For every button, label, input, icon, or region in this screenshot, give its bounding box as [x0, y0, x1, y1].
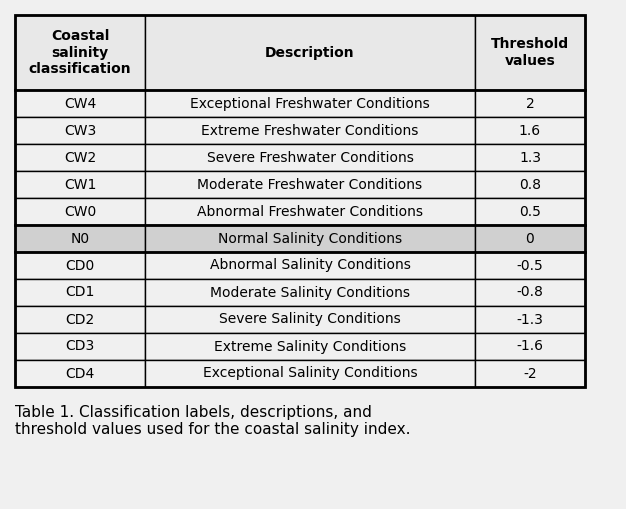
Bar — [475, 171, 585, 198]
Text: Severe Salinity Conditions: Severe Salinity Conditions — [219, 313, 401, 326]
Bar — [145, 90, 475, 117]
Text: N0: N0 — [71, 232, 90, 245]
Text: Abnormal Freshwater Conditions: Abnormal Freshwater Conditions — [197, 205, 423, 218]
Bar — [145, 171, 475, 198]
Text: Table 1. Classification labels, descriptions, and
threshold values used for the : Table 1. Classification labels, descript… — [15, 405, 411, 437]
Bar — [475, 144, 585, 171]
Bar — [15, 360, 145, 387]
Bar — [475, 333, 585, 360]
Text: Description: Description — [265, 45, 355, 60]
Text: CD3: CD3 — [65, 340, 95, 353]
Text: -0.5: -0.5 — [516, 259, 543, 272]
Bar — [15, 171, 145, 198]
Bar — [475, 225, 585, 252]
Text: Exceptional Freshwater Conditions: Exceptional Freshwater Conditions — [190, 97, 430, 110]
Bar — [15, 333, 145, 360]
Text: CW4: CW4 — [64, 97, 96, 110]
Text: Exceptional Salinity Conditions: Exceptional Salinity Conditions — [203, 366, 418, 381]
Text: CW1: CW1 — [64, 178, 96, 191]
Bar — [145, 117, 475, 144]
Bar — [145, 360, 475, 387]
Bar — [475, 198, 585, 225]
Text: CD1: CD1 — [65, 286, 95, 299]
Text: Severe Freshwater Conditions: Severe Freshwater Conditions — [207, 151, 413, 164]
Bar — [15, 225, 145, 252]
Bar — [475, 252, 585, 279]
Bar — [145, 15, 475, 90]
Bar — [475, 360, 585, 387]
Text: Normal Salinity Conditions: Normal Salinity Conditions — [218, 232, 402, 245]
Text: CW2: CW2 — [64, 151, 96, 164]
Text: Abnormal Salinity Conditions: Abnormal Salinity Conditions — [210, 259, 411, 272]
Bar — [15, 15, 585, 387]
Text: CD2: CD2 — [65, 313, 95, 326]
Bar — [15, 306, 145, 333]
Text: -2: -2 — [523, 366, 537, 381]
Text: Moderate Freshwater Conditions: Moderate Freshwater Conditions — [197, 178, 423, 191]
Text: Extreme Freshwater Conditions: Extreme Freshwater Conditions — [202, 124, 419, 137]
Bar — [475, 279, 585, 306]
Text: 1.6: 1.6 — [519, 124, 541, 137]
Text: -0.8: -0.8 — [516, 286, 543, 299]
Bar — [475, 306, 585, 333]
Bar — [145, 306, 475, 333]
Bar — [15, 198, 145, 225]
Text: 0: 0 — [526, 232, 535, 245]
Text: 2: 2 — [526, 97, 535, 110]
Text: 0.8: 0.8 — [519, 178, 541, 191]
Bar — [145, 252, 475, 279]
Bar — [15, 144, 145, 171]
Bar — [15, 90, 145, 117]
Text: Threshold
values: Threshold values — [491, 37, 569, 68]
Bar — [145, 144, 475, 171]
Bar — [475, 15, 585, 90]
Bar — [145, 225, 475, 252]
Text: Moderate Salinity Conditions: Moderate Salinity Conditions — [210, 286, 410, 299]
Text: CD4: CD4 — [65, 366, 95, 381]
Bar — [15, 252, 145, 279]
Bar — [145, 198, 475, 225]
Bar — [15, 117, 145, 144]
Text: CW3: CW3 — [64, 124, 96, 137]
Bar — [475, 90, 585, 117]
Text: CD0: CD0 — [65, 259, 95, 272]
Bar — [145, 333, 475, 360]
Bar — [15, 15, 145, 90]
Text: Coastal
salinity
classification: Coastal salinity classification — [29, 30, 131, 76]
Bar — [475, 117, 585, 144]
Text: 1.3: 1.3 — [519, 151, 541, 164]
Text: -1.6: -1.6 — [516, 340, 543, 353]
Bar — [145, 279, 475, 306]
Text: 0.5: 0.5 — [519, 205, 541, 218]
Text: CW0: CW0 — [64, 205, 96, 218]
Text: -1.3: -1.3 — [516, 313, 543, 326]
Text: Extreme Salinity Conditions: Extreme Salinity Conditions — [214, 340, 406, 353]
Bar — [15, 279, 145, 306]
